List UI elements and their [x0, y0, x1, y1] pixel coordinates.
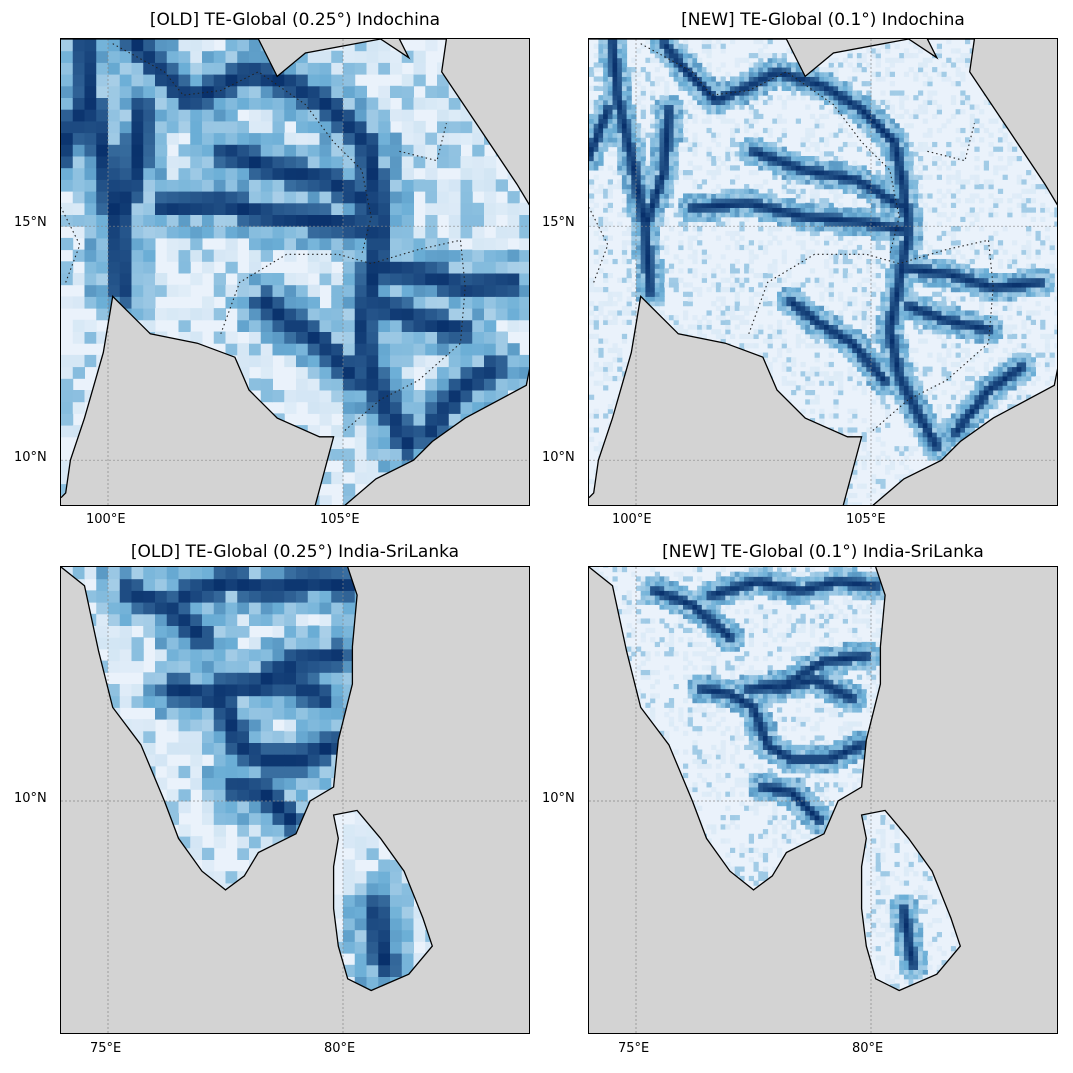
lon-label-100e: 100°E: [612, 512, 652, 527]
map-canvas: [61, 567, 529, 1033]
country-border: [220, 239, 466, 433]
map-canvas: [589, 567, 1057, 1033]
lat-label-10n: 10°N: [542, 450, 575, 465]
panel-title-new-india: [NEW] TE-Global (0.1°) India-SriLanka: [662, 542, 984, 562]
map-canvas: [589, 39, 1057, 505]
lat-label-10n: 10°N: [14, 450, 47, 465]
coastline-srilanka: [332, 809, 434, 992]
lon-label-100e: 100°E: [86, 512, 126, 527]
map-new-india: [588, 566, 1058, 1034]
coastline: [589, 567, 886, 891]
panel-title-new-indochina: [NEW] TE-Global (0.1°) Indochina: [681, 10, 965, 30]
panel-title-old-india: [OLD] TE-Global (0.25°) India-SriLanka: [130, 542, 460, 562]
lat-label-10n: 10°N: [14, 791, 47, 806]
country-border: [589, 207, 609, 283]
lat-label-15n: 15°N: [14, 215, 47, 230]
country-border: [748, 239, 994, 433]
coastline: [589, 39, 1057, 505]
lon-label-105e: 105°E: [846, 512, 886, 527]
lat-label-10n: 10°N: [542, 791, 575, 806]
flow-raster: [589, 39, 1057, 505]
coastline: [61, 39, 529, 505]
lon-label-75e: 75°E: [90, 1041, 122, 1056]
coastline: [61, 567, 358, 891]
map-old-india: [60, 566, 530, 1034]
lon-label-105e: 105°E: [320, 512, 360, 527]
coastline-srilanka: [860, 809, 962, 992]
lat-label-15n: 15°N: [542, 215, 575, 230]
lon-label-80e: 80°E: [324, 1041, 356, 1056]
country-border: [61, 207, 81, 283]
panel-title-old-indochina: [OLD] TE-Global (0.25°) Indochina: [149, 10, 441, 30]
map-new-indochina: [588, 38, 1058, 506]
map-canvas: [61, 39, 529, 505]
lon-label-75e: 75°E: [618, 1041, 650, 1056]
lon-label-80e: 80°E: [852, 1041, 884, 1056]
map-old-indochina: [60, 38, 530, 506]
